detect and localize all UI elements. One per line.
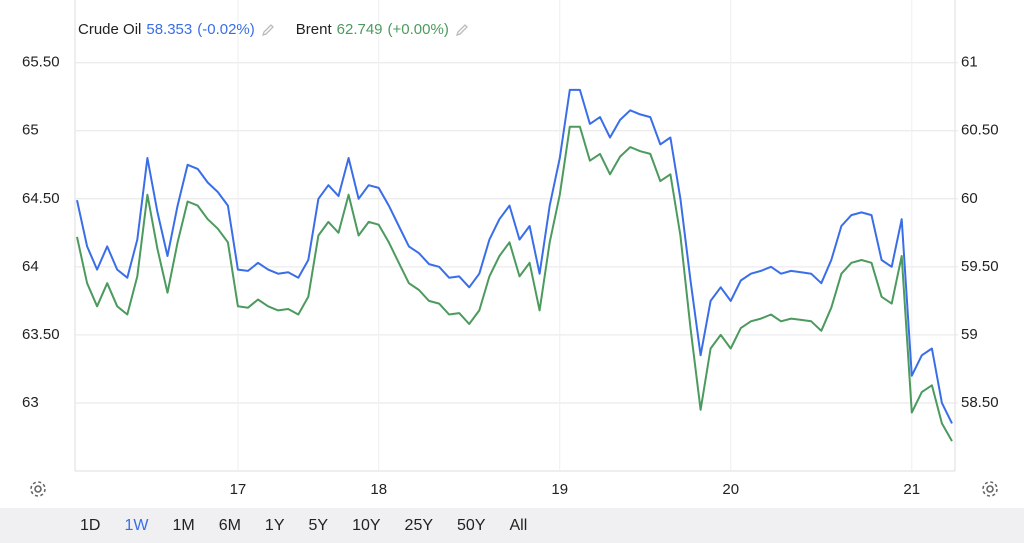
price-line: [76, 125, 953, 442]
legend-name: Crude Oil: [78, 21, 142, 38]
range-button[interactable]: 1M: [172, 516, 195, 534]
legend-quote: 62.749: [336, 21, 383, 38]
y2-tick-label: 61: [961, 54, 978, 71]
range-button[interactable]: 25Y: [404, 516, 434, 534]
y2-tick-label: 60: [961, 190, 978, 207]
edit-icon[interactable]: [260, 22, 276, 38]
settings-icon[interactable]: [982, 481, 998, 497]
x-tick-label: 19: [551, 481, 568, 498]
settings-icon[interactable]: [30, 481, 46, 497]
range-bar: 1D 1W 1M 6M 1Y 5Y 10Y 25Y 50Y All: [0, 508, 1024, 543]
y-tick-label: 65.50: [22, 54, 60, 71]
legend-name: Brent: [295, 21, 332, 38]
x-tick-label: 20: [722, 481, 739, 498]
price-line: [76, 88, 953, 424]
y-tick-label: 63: [22, 394, 39, 411]
range-button[interactable]: 5Y: [308, 516, 329, 534]
range-button[interactable]: 1W: [124, 516, 149, 534]
range-button[interactable]: All: [509, 516, 528, 534]
legend-change: (-0.02%): [197, 21, 255, 38]
range-button[interactable]: 10Y: [352, 516, 381, 534]
y-tick-label: 63.50: [22, 326, 60, 343]
range-button[interactable]: 1D: [80, 516, 101, 534]
y2-tick-label: 59: [961, 326, 978, 343]
y2-tick-label: 60.50: [961, 122, 999, 139]
range-button[interactable]: 6M: [218, 516, 241, 534]
x-tick-label: 21: [903, 481, 920, 498]
y-tick-label: 64.50: [22, 190, 60, 207]
legend-change: (+0.00%): [387, 21, 449, 38]
edit-icon[interactable]: [454, 22, 470, 38]
y-tick-label: 64: [22, 258, 39, 275]
y2-tick-label: 58.50: [961, 394, 999, 411]
range-button[interactable]: 50Y: [457, 516, 486, 534]
x-tick-label: 18: [370, 481, 387, 498]
y-tick-label: 65: [22, 122, 39, 139]
x-tick-label: 17: [230, 481, 247, 498]
legend-quote: 58.353: [146, 21, 193, 38]
y2-tick-label: 59.50: [961, 258, 999, 275]
chart: 65.50 65 64.50 64 63.50 63 61 60.50 60 59.50 59 58.…: [22, 0, 999, 498]
legend: Crude Oil 58.353 (-0.02%) Brent 62.749 (…: [78, 21, 470, 38]
range-button[interactable]: 1Y: [264, 516, 285, 534]
